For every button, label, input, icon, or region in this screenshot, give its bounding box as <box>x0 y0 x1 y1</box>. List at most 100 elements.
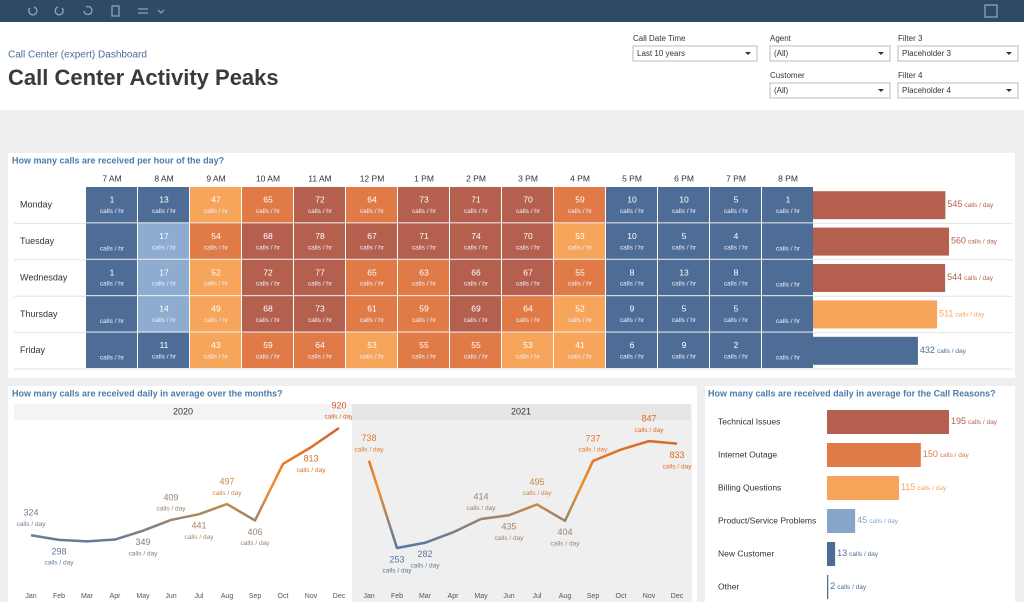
column-header: 9 AM <box>206 173 225 183</box>
cell-value: 17 <box>159 231 169 241</box>
month-label: Jun <box>503 593 514 600</box>
bar-label: 115 calls / day <box>901 482 947 492</box>
filter-dropdown[interactable] <box>897 45 1019 62</box>
cell-value: 72 <box>263 267 273 277</box>
cell-unit: calls / hr <box>256 281 281 288</box>
refresh-icon[interactable] <box>111 5 120 17</box>
bar-label-unit: calls / day <box>968 419 998 426</box>
filter-label: Customer <box>770 71 805 80</box>
cell-value: 11 <box>160 340 169 350</box>
cell-unit: calls / hr <box>308 317 333 324</box>
point-unit: calls / day <box>297 467 327 474</box>
cell-unit: calls / hr <box>360 317 385 324</box>
row-label: Thursday <box>20 309 58 319</box>
total-label-value: 432 <box>920 345 935 355</box>
filter-dropdown[interactable] <box>769 45 891 62</box>
cell-value: 73 <box>419 194 429 204</box>
cell-unit: calls / hr <box>204 244 229 251</box>
revert-icon[interactable] <box>83 5 93 16</box>
cell-value: 53 <box>523 340 533 350</box>
filter-value: Placeholder 4 <box>902 86 951 95</box>
filter-dropdown[interactable] <box>632 45 758 62</box>
point-unit: calls / day <box>663 463 693 470</box>
cell-value: 72 <box>315 194 325 204</box>
fullscreen-icon[interactable] <box>984 4 998 18</box>
heat-cell <box>398 223 449 259</box>
bar <box>827 476 899 500</box>
cell-value: 68 <box>263 304 273 314</box>
bar-label-value: 150 <box>923 449 938 459</box>
point-unit: calls / day <box>635 427 665 434</box>
cell-unit: calls / hr <box>360 208 385 215</box>
point-unit: calls / day <box>355 446 385 453</box>
cell-value: 61 <box>367 304 377 314</box>
cell-unit: calls / hr <box>672 244 697 251</box>
filter-dropdown[interactable] <box>769 82 891 99</box>
heat-cell <box>86 296 137 332</box>
heat-cell <box>346 332 397 368</box>
cell-value: 13 <box>159 194 169 204</box>
heat-cell <box>398 259 449 296</box>
cell-value: 77 <box>315 267 325 277</box>
more-icon[interactable] <box>157 9 165 14</box>
filter-label: Call Date Time <box>633 34 686 43</box>
cell-value: 53 <box>367 340 377 350</box>
heat-cell <box>242 296 293 332</box>
total-label: 432 calls / day <box>920 345 967 355</box>
total-label: 511 calls / day <box>939 309 985 319</box>
cell-unit: calls / hr <box>464 317 489 324</box>
month-label: Dec <box>333 593 346 600</box>
column-header: 3 PM <box>518 173 538 183</box>
cell-unit: calls / hr <box>724 354 749 361</box>
month-label: Apr <box>448 593 460 600</box>
month-label: Jun <box>165 593 176 600</box>
heat-cell <box>242 187 293 223</box>
bar-label-unit: calls / day <box>837 584 867 591</box>
heat-cell <box>138 332 189 368</box>
heat-cell <box>710 296 761 332</box>
month-label: Oct <box>278 593 289 600</box>
heat-cell <box>606 332 657 368</box>
cell-value: 63 <box>419 267 429 277</box>
point-label: 404 <box>557 527 572 537</box>
category-label: Billing Questions <box>718 482 781 492</box>
filter-label: Agent <box>770 34 792 43</box>
heat-cell <box>86 332 137 368</box>
cell-unit: calls / hr <box>100 355 125 362</box>
chart-title: How many calls are received daily in ave… <box>708 388 996 398</box>
point-label: 441 <box>191 521 206 531</box>
cell-value: 64 <box>315 340 325 350</box>
total-bar <box>813 300 938 329</box>
point-label: 349 <box>135 537 150 547</box>
point-label: 298 <box>51 546 66 556</box>
heat-cell <box>346 296 397 332</box>
total-bar <box>813 191 946 220</box>
cell-value: 71 <box>471 194 481 204</box>
cell-value: 69 <box>471 304 481 314</box>
cell-unit: calls / hr <box>464 244 489 251</box>
point-label: 847 <box>641 414 656 424</box>
heat-cell <box>190 223 241 259</box>
filter-label: Filter 3 <box>898 34 923 43</box>
column-header: 12 PM <box>360 173 385 183</box>
cell-unit: calls / hr <box>412 281 437 288</box>
cell-value: 47 <box>211 194 221 204</box>
filter-dropdown[interactable] <box>897 82 1019 99</box>
column-header: 7 AM <box>102 173 121 183</box>
month-label: Jan <box>25 593 36 600</box>
cell-value: 5 <box>682 231 687 241</box>
total-label-unit: calls / day <box>955 311 985 318</box>
cell-unit: calls / hr <box>568 317 593 324</box>
undo-icon[interactable] <box>28 6 38 16</box>
heat-cell <box>606 187 657 223</box>
cell-unit: calls / hr <box>204 281 229 288</box>
pause-icon[interactable] <box>138 8 148 14</box>
redo-icon[interactable] <box>54 6 64 16</box>
point-unit: calls / day <box>467 505 497 512</box>
total-label: 560 calls / day <box>951 236 998 246</box>
row-label: Wednesday <box>20 272 68 282</box>
cell-value: 64 <box>523 304 533 314</box>
bar-label-unit: calls / day <box>940 452 970 459</box>
